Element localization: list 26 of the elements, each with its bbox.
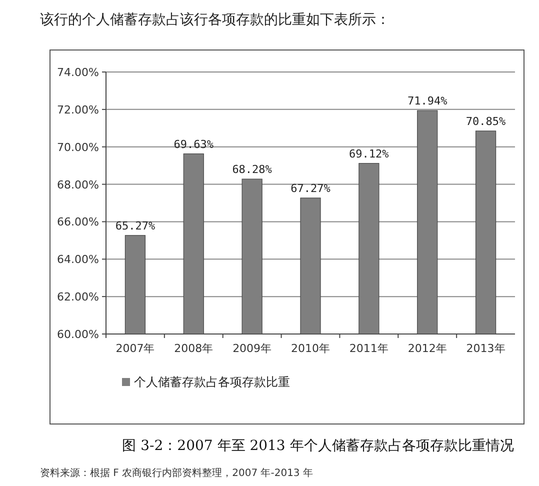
x-tick-label: 2007年 bbox=[116, 342, 155, 355]
x-tick-label: 2010年 bbox=[291, 342, 330, 355]
x-tick-label: 2008年 bbox=[174, 342, 214, 355]
text: 资料来源：根据 F 农商银行内部资料整理，2007 年-2013 年 bbox=[40, 467, 313, 479]
y-tick-label: 64.00% bbox=[57, 253, 99, 266]
data-label: 67.27% bbox=[290, 182, 331, 195]
legend-label: 个人储蓄存款占各项存款比重 bbox=[134, 375, 290, 389]
data-label: 68.28% bbox=[232, 163, 272, 176]
x-tick-label: 2011年 bbox=[349, 342, 388, 355]
data-label: 71.94% bbox=[407, 94, 448, 108]
y-tick-label: 62.00% bbox=[57, 290, 99, 304]
x-tick-label: 2009年 bbox=[232, 342, 272, 355]
y-tick-label: 68.00% bbox=[57, 178, 99, 192]
y-tick-label: 72.00% bbox=[57, 103, 99, 116]
data-label: 65.27% bbox=[115, 219, 156, 232]
x-tick-label: 2013年 bbox=[466, 342, 506, 355]
data-label: 70.85% bbox=[466, 114, 506, 128]
text: 图 3-2：2007 年至 2013 年个人储蓄存款占各项存款比重情况 bbox=[122, 438, 514, 454]
x-tick-label: 2012年 bbox=[408, 342, 447, 355]
y-tick-label: 70.00% bbox=[57, 140, 99, 154]
data-label: 69.63% bbox=[174, 138, 214, 151]
text: 该行的个人储蓄存款占该行各项存款的比重如下表所示： bbox=[40, 12, 390, 28]
data-label: 69.12% bbox=[349, 147, 390, 160]
y-tick-label: 74.00% bbox=[57, 66, 99, 79]
y-tick-label: 60.00% bbox=[57, 328, 99, 341]
y-tick-label: 66.00% bbox=[57, 216, 99, 229]
